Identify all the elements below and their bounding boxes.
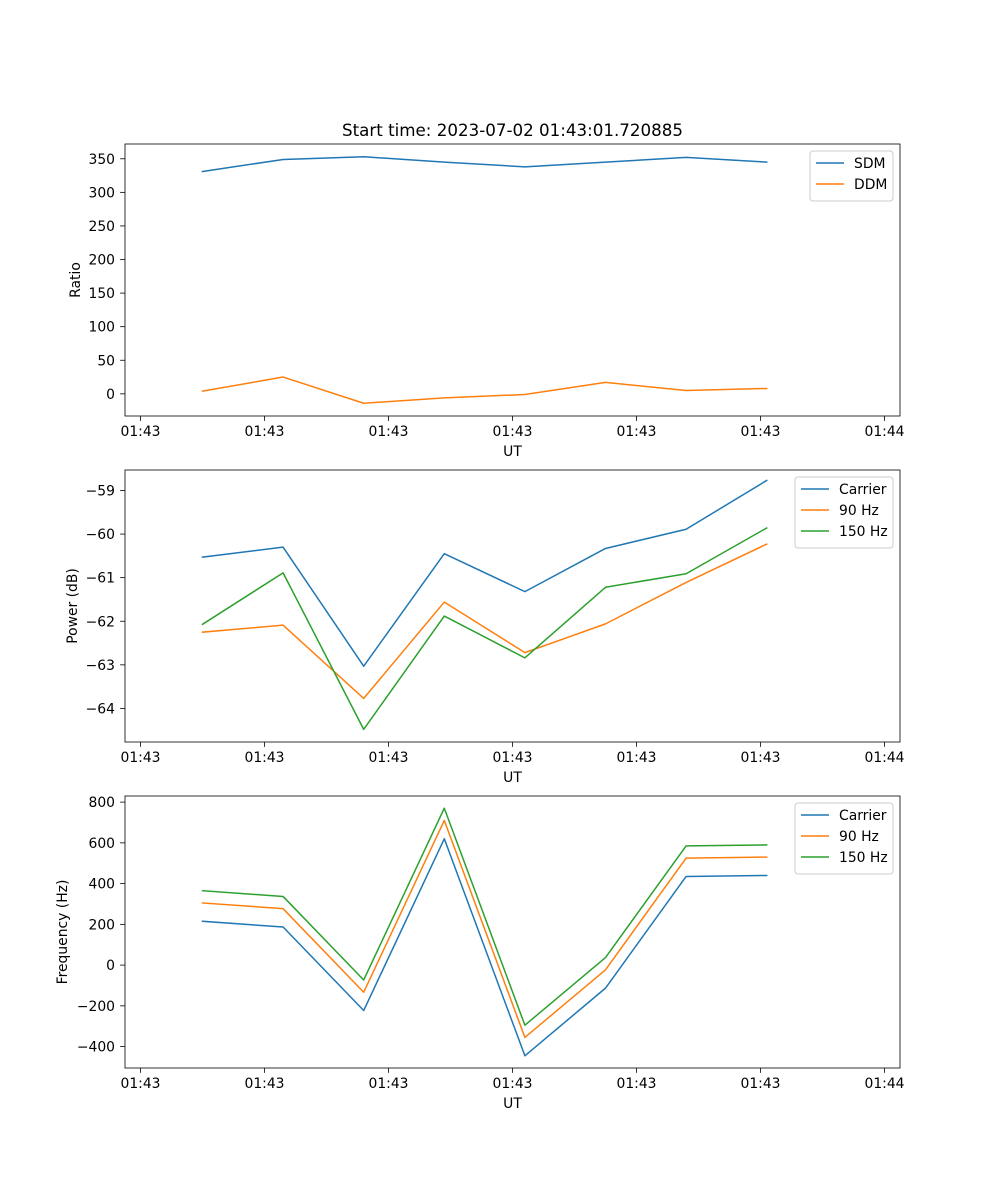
series-line-90-hz: [201, 543, 768, 700]
x-tick-label: 01:43: [740, 750, 780, 766]
y-tick-label: −62: [86, 614, 115, 630]
y-tick-label: 50: [97, 353, 115, 369]
y-axis-label: Frequency (Hz): [55, 880, 71, 985]
x-tick-label: 01:43: [740, 424, 780, 440]
frequency-chart: 01:43 01:43 01:43 01:43 01:43 01:43 01:44 −400 −…: [55, 795, 905, 1112]
x-tick-label: 01:43: [368, 424, 408, 440]
x-tick-label: 01:43: [120, 1076, 160, 1092]
y-tick-label: −64: [86, 701, 115, 717]
x-tick-label: 01:43: [492, 1076, 532, 1092]
y-tick-label: −400: [77, 1040, 115, 1056]
x-tick-label: 01:43: [616, 750, 656, 766]
series-line-sdm: [201, 156, 768, 173]
y-tick-label: 300: [88, 185, 115, 201]
legend-label: Carrier: [839, 808, 887, 824]
series-line-150-hz: [201, 526, 768, 731]
plot-area: [125, 470, 900, 742]
power-chart: 01:43 01:43 01:43 01:43 01:43 01:43 01:44 −64 −6…: [65, 469, 905, 786]
y-tick-label: 0: [106, 387, 115, 403]
series-line-carrier: [201, 479, 768, 667]
x-tick-label: 01:44: [864, 424, 904, 440]
legend-label: Carrier: [839, 482, 887, 498]
legend-label: 90 Hz: [839, 503, 879, 519]
series-line-90-hz: [201, 819, 768, 1039]
y-axis-label: Ratio: [68, 262, 84, 298]
y-tick-label: 250: [88, 219, 115, 235]
y-tick-label: 100: [88, 320, 115, 336]
x-tick-label: 01:43: [740, 1076, 780, 1092]
x-axis-label: UT: [503, 770, 522, 786]
x-tick-label: 01:44: [864, 1076, 904, 1092]
series-line-ddm: [201, 376, 768, 404]
y-tick-label: 200: [88, 917, 115, 933]
y-tick-label: −60: [86, 527, 115, 543]
series-line-carrier: [201, 838, 768, 1057]
y-tick-label: 150: [88, 286, 115, 302]
x-axis-label: UT: [503, 444, 522, 460]
legend-label: DDM: [854, 177, 887, 193]
x-tick-label: 01:44: [864, 750, 904, 766]
legend: Carrier 90 Hz 150 Hz: [794, 476, 894, 549]
y-tick-label: 800: [88, 795, 115, 811]
legend: Carrier 90 Hz 150 Hz: [794, 802, 894, 875]
chart-title: Start time: 2023-07-02 01:43:01.720885: [342, 120, 683, 140]
legend-label: 90 Hz: [839, 829, 879, 845]
x-tick-label: 01:43: [120, 424, 160, 440]
y-tick-label: 0: [106, 958, 115, 974]
x-tick-label: 01:43: [616, 1076, 656, 1092]
x-tick-label: 01:43: [368, 750, 408, 766]
plot-area: [125, 144, 900, 416]
y-tick-label: −63: [86, 658, 115, 674]
y-tick-label: −61: [86, 571, 115, 587]
x-tick-label: 01:43: [616, 424, 656, 440]
x-tick-label: 01:43: [492, 424, 532, 440]
x-tick-label: 01:43: [368, 1076, 408, 1092]
plot-area: [125, 796, 900, 1068]
legend-label: 150 Hz: [839, 850, 888, 866]
y-tick-label: 600: [88, 836, 115, 852]
series-line-150-hz: [201, 807, 768, 1026]
y-tick-label: −59: [86, 483, 115, 499]
ratio-chart: Start time: 2023-07-02 01:43:01.720885 0…: [68, 120, 905, 460]
y-tick-label: 350: [88, 152, 115, 168]
legend-label: 150 Hz: [839, 524, 888, 540]
legend: SDM DDM: [809, 150, 894, 202]
legend-label: SDM: [854, 156, 886, 172]
x-tick-label: 01:43: [244, 1076, 284, 1092]
y-tick-label: −200: [77, 999, 115, 1015]
x-tick-label: 01:43: [120, 750, 160, 766]
x-tick-label: 01:43: [492, 750, 532, 766]
x-tick-label: 01:43: [244, 750, 284, 766]
y-tick-label: 200: [88, 253, 115, 269]
x-tick-label: 01:43: [244, 424, 284, 440]
y-tick-label: 400: [88, 877, 115, 893]
x-axis-label: UT: [503, 1096, 522, 1112]
y-axis-label: Power (dB): [65, 568, 81, 644]
